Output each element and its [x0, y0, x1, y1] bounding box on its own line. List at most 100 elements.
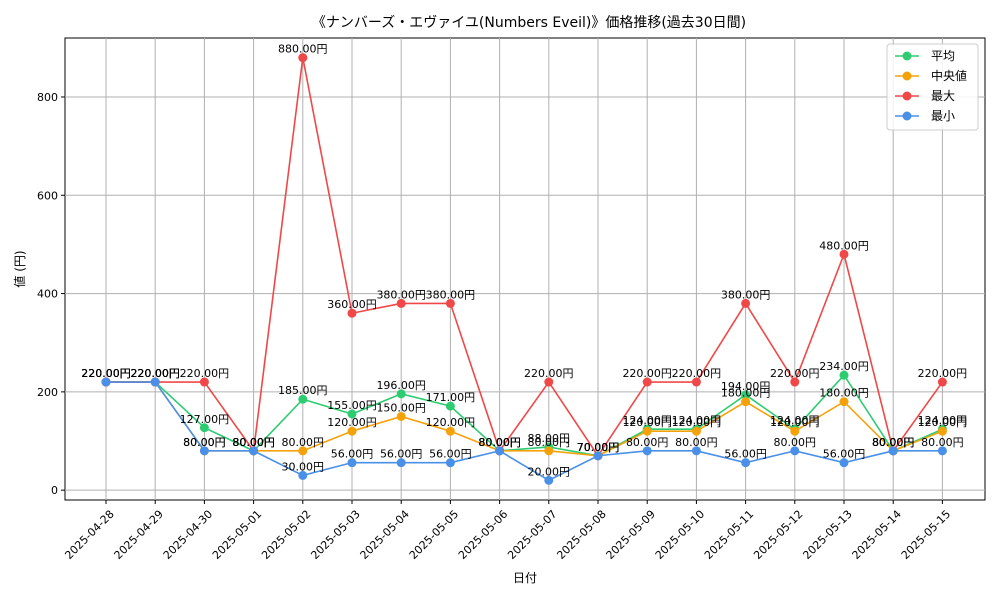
legend-label: 平均 — [931, 49, 955, 63]
data-label: 180.00円 — [819, 387, 869, 400]
data-label: 56.00円 — [331, 448, 374, 461]
data-point — [298, 394, 308, 404]
data-label: 80.00円 — [232, 436, 275, 449]
data-label: 120.00円 — [918, 416, 968, 429]
data-label-layer: 220.00円 220.00円127.00円80.00円185.00円155.00… — [81, 43, 967, 479]
x-tick-label: 2025-05-09 — [604, 508, 658, 562]
x-tick-label: 2025-05-03 — [308, 508, 362, 562]
data-point — [691, 446, 701, 456]
x-tick-label: 2025-05-05 — [407, 508, 461, 562]
data-point — [199, 377, 209, 387]
data-label: 124.00円 — [622, 414, 672, 427]
data-label: 234.00円 — [819, 360, 869, 373]
legend-box — [886, 43, 979, 131]
legend-marker — [902, 51, 912, 61]
data-label: 80.00円 — [872, 436, 915, 449]
data-label: 120.00円 — [672, 416, 722, 429]
data-label: 70.00円 — [577, 441, 620, 454]
data-point — [790, 446, 800, 456]
x-tick-label: 2025-05-01 — [210, 508, 264, 562]
data-label: 220.00円 — [130, 367, 180, 380]
x-tick-label: 2025-05-13 — [800, 508, 854, 562]
data-point — [347, 426, 357, 436]
x-tick-label: 2025-05-08 — [554, 508, 608, 562]
data-point — [101, 377, 111, 387]
data-label: 120.00円 — [426, 416, 476, 429]
data-label: 70.00円 — [577, 441, 620, 454]
data-label: 127.00円 — [180, 413, 230, 426]
data-point — [298, 470, 308, 480]
data-label: 80.00円 — [626, 436, 669, 449]
data-point — [347, 409, 357, 419]
data-point — [691, 426, 701, 436]
data-label: 80.00円 — [872, 436, 915, 449]
x-tick-label: 2025-05-07 — [505, 508, 559, 562]
data-point — [396, 389, 406, 399]
x-tick-label: 2025-05-06 — [456, 508, 510, 562]
data-label: 80.00円 — [528, 436, 571, 449]
series-line — [106, 373, 943, 457]
data-point — [199, 423, 209, 433]
data-point — [544, 377, 554, 387]
data-label: 30.00円 — [282, 460, 325, 473]
data-label: 88.00円 — [528, 432, 571, 445]
data-label: 220.00円 — [672, 367, 722, 380]
data-label: 80.00円 — [183, 436, 226, 449]
data-point — [199, 446, 209, 456]
data-label: 171.00円 — [426, 391, 476, 404]
data-label: 56.00円 — [429, 448, 472, 461]
data-label: 20.00円 — [528, 465, 571, 478]
data-label: 80.00円 — [921, 436, 964, 449]
data-label: 220.00円 — [81, 367, 131, 380]
legend-label: 最小 — [931, 109, 955, 123]
data-label: 180.00円 — [721, 387, 771, 400]
data-label: 80.00円 — [232, 436, 275, 449]
data-point — [741, 458, 751, 468]
data-label: 80.00円 — [478, 436, 521, 449]
data-label: 480.00円 — [819, 239, 869, 252]
data-label: 194.00円 — [721, 380, 771, 393]
series-line — [106, 57, 944, 458]
legend-marker — [902, 111, 912, 121]
data-point — [691, 377, 701, 387]
data-label: 80.00円 — [478, 436, 521, 449]
data-point — [445, 401, 455, 411]
data-label: 150.00円 — [376, 401, 426, 414]
y-axis-label: 値 (円) — [12, 250, 27, 287]
data-label: 80.00円 — [872, 436, 915, 449]
data-label: 80.00円 — [232, 436, 275, 449]
data-label: 185.00円 — [278, 384, 328, 397]
data-label: 80.00円 — [774, 436, 817, 449]
data-label: 880.00円 — [278, 43, 328, 56]
x-tick-label: 2025-04-30 — [161, 508, 215, 562]
data-point — [249, 446, 259, 456]
data-label: 196.00円 — [376, 379, 426, 392]
data-label: 220.00円 — [918, 367, 968, 380]
data-point — [839, 249, 849, 259]
data-point — [790, 426, 800, 436]
data-point — [396, 458, 406, 468]
data-label: 220.00円 — [770, 367, 820, 380]
data-point — [839, 397, 849, 407]
x-tick-label: 2025-05-04 — [358, 508, 412, 562]
y-tick-label: 200 — [37, 386, 58, 399]
data-label: 220.00円 — [81, 367, 131, 380]
data-point — [150, 377, 160, 387]
x-tick-label: 2025-05-12 — [751, 508, 805, 562]
data-label: 220.00円 — [130, 367, 180, 380]
data-point — [642, 377, 652, 387]
data-label: 120.00円 — [327, 416, 377, 429]
y-tick-label: 600 — [37, 189, 58, 202]
y-tick-label: 400 — [37, 288, 58, 301]
data-label: 56.00円 — [823, 448, 866, 461]
data-label: 56.00円 — [380, 448, 423, 461]
data-point — [396, 411, 406, 421]
data-point — [544, 475, 554, 485]
plot-area — [64, 37, 986, 501]
data-label: 120.00円 — [622, 416, 672, 429]
data-point — [347, 308, 357, 318]
data-label: 120.00円 — [770, 416, 820, 429]
